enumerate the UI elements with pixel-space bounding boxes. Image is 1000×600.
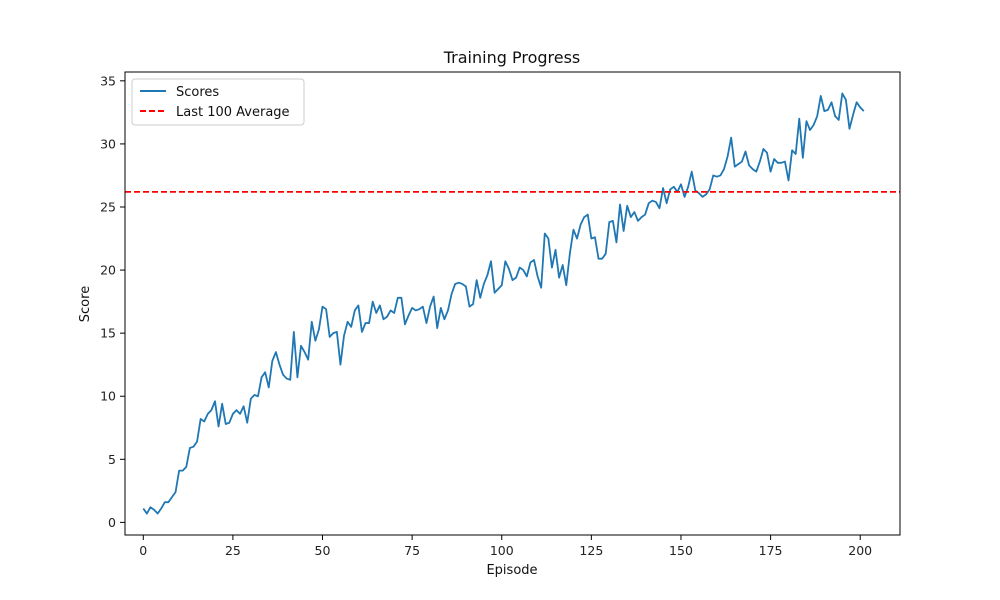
chart-title: Training Progress (443, 48, 581, 67)
y-tick-label: 35 (100, 73, 116, 88)
legend-scores-label: Scores (176, 85, 219, 100)
y-tick-label: 15 (100, 326, 116, 341)
x-axis-label: Episode (486, 563, 537, 578)
x-tick-label: 0 (139, 543, 147, 558)
legend-box (131, 78, 305, 126)
x-tick-label: 200 (848, 543, 872, 558)
y-tick-label: 25 (100, 199, 116, 214)
x-tick-label: 175 (759, 543, 783, 558)
y-tick-label: 0 (108, 515, 116, 530)
x-tick-label: 100 (490, 543, 514, 558)
x-tick-label: 125 (579, 543, 603, 558)
x-tick-label: 150 (669, 543, 693, 558)
y-tick-label: 10 (100, 389, 116, 404)
x-tick-label: 25 (225, 543, 241, 558)
scores-series-line (142, 92, 865, 515)
x-tick-label: 75 (404, 543, 420, 558)
y-tick-label: 30 (100, 136, 116, 151)
plot-layer (125, 92, 900, 515)
axes-layer: 0 25 50 75 100 125 150 175 200 0 5 10 15 20 25 30 35 (100, 71, 901, 558)
y-tick-label: 20 (100, 263, 116, 278)
plot-frame (124, 71, 901, 536)
legend-average-label: Last 100 Average (176, 105, 290, 120)
y-tick-label: 5 (108, 452, 116, 467)
legend: Scores Last 100 Average (131, 78, 305, 126)
x-tick-label: 50 (315, 543, 331, 558)
y-axis-label: Score (78, 286, 93, 322)
